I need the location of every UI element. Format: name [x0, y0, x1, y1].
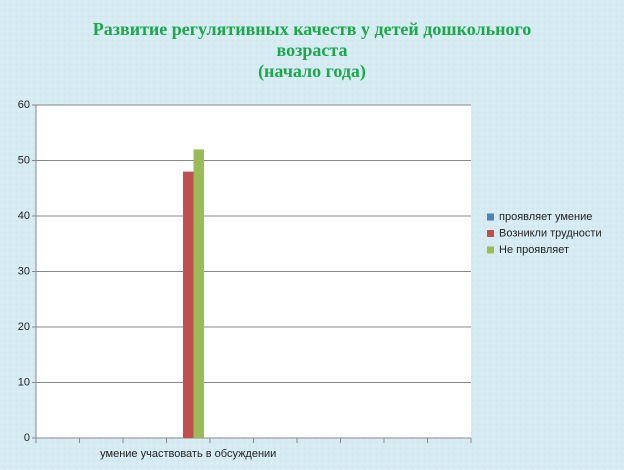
- legend-label: Возникли трудности: [499, 227, 602, 239]
- legend-swatch: [487, 213, 494, 221]
- y-tick-label: 60: [18, 99, 30, 111]
- chart-title: Развитие регулятивных качеств у детей до…: [93, 19, 531, 39]
- bar: [183, 171, 194, 438]
- x-tick-label: умение участвовать в обсуждении: [100, 448, 276, 460]
- y-tick-label: 10: [18, 376, 30, 388]
- legend-label: Не проявляет: [499, 244, 569, 256]
- legend-swatch: [487, 230, 494, 237]
- bar: [193, 149, 204, 438]
- chart-title: возраста: [277, 40, 348, 60]
- y-tick-label: 40: [18, 210, 30, 222]
- legend-label: проявляет умение: [499, 211, 592, 223]
- y-tick-label: 30: [18, 265, 30, 277]
- y-tick-label: 50: [18, 154, 30, 166]
- y-tick-label: 20: [18, 321, 30, 333]
- chart-title: (начало года): [258, 61, 366, 82]
- legend-swatch: [487, 246, 494, 254]
- y-tick-label: 0: [24, 432, 30, 444]
